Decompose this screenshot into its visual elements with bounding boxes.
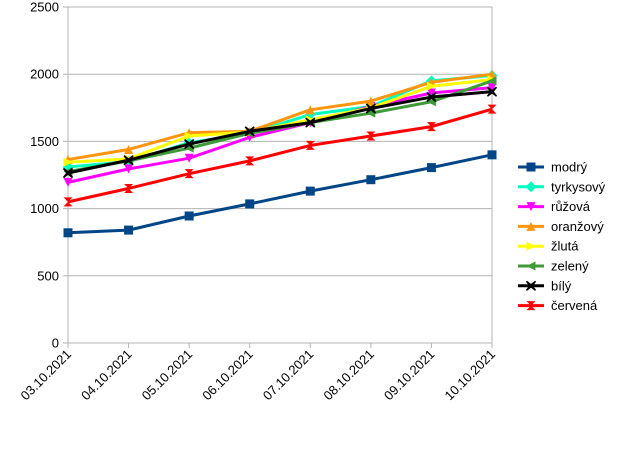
y-tick-label: 2500 — [30, 0, 59, 15]
data-point — [184, 153, 194, 163]
series-line — [67, 72, 493, 162]
legend: modrý tyrkysový růžová oranžový žlutá zelený b… — [518, 160, 606, 313]
data-point — [365, 103, 376, 114]
legend-item: růžová — [518, 199, 591, 214]
data-point — [305, 186, 315, 196]
data-point — [486, 86, 498, 97]
x-tick-label: 03.10.2021 — [17, 347, 74, 404]
series-8 — [63, 104, 497, 207]
legend-item: oranžový — [518, 219, 604, 234]
legend-marker — [526, 301, 536, 311]
data-point — [63, 177, 73, 187]
data-point — [123, 155, 134, 166]
series-line — [67, 107, 493, 204]
data-point — [63, 228, 73, 238]
series-group — [62, 69, 498, 238]
data-point — [124, 225, 134, 235]
data-point — [244, 126, 255, 137]
legend-marker — [525, 181, 537, 193]
data-point — [426, 88, 436, 98]
data-point — [124, 164, 134, 174]
legend-marker — [526, 241, 536, 251]
data-point — [487, 104, 497, 114]
data-point — [487, 76, 497, 86]
y-tick-label: 0 — [52, 336, 59, 351]
legend-item: bílý — [518, 278, 572, 293]
legend-marker — [525, 280, 537, 291]
data-point — [184, 131, 194, 141]
legend-label: červená — [551, 298, 598, 313]
legend-marker — [526, 221, 536, 231]
legend-label: tyrkysový — [551, 179, 606, 194]
data-point — [245, 156, 255, 166]
series-line — [67, 90, 493, 175]
x-tick-label: 06.10.2021 — [199, 347, 256, 404]
x-tick-label: 09.10.2021 — [381, 347, 438, 404]
x-tick-label: 10.10.2021 — [441, 347, 498, 404]
y-tick-label: 1000 — [30, 201, 59, 216]
data-point — [426, 81, 436, 91]
data-point — [487, 83, 497, 93]
y-tick-label: 1500 — [30, 134, 59, 149]
legend-marker — [526, 162, 536, 172]
data-point — [366, 131, 376, 141]
data-point — [62, 167, 74, 179]
legend-label: zelený — [551, 259, 589, 274]
data-point — [184, 211, 194, 221]
legend-marker — [526, 202, 536, 212]
x-tick-label: 04.10.2021 — [78, 347, 135, 404]
x-tick-label: 07.10.2021 — [260, 347, 317, 404]
legend-item: zelený — [518, 259, 589, 274]
series-line — [67, 86, 493, 184]
data-point — [366, 175, 376, 185]
legend-label: růžová — [551, 199, 591, 214]
data-point — [63, 197, 73, 207]
x-tick-label: 08.10.2021 — [320, 347, 377, 404]
data-point — [426, 163, 436, 173]
data-point — [305, 140, 315, 150]
data-point — [305, 117, 316, 128]
data-point — [245, 199, 255, 209]
series-7 — [62, 86, 498, 179]
axes — [63, 6, 493, 348]
y-tick-label: 2000 — [30, 67, 59, 82]
data-point — [63, 157, 73, 167]
legend-label: bílý — [551, 278, 572, 293]
legend-item: modrý — [518, 160, 588, 175]
y-tick-labels: 0 500 1000 1500 2000 2500 — [30, 0, 59, 351]
data-point — [124, 183, 134, 193]
legend-marker — [526, 261, 536, 271]
x-tick-label: 05.10.2021 — [139, 347, 196, 404]
series-4 — [63, 69, 497, 165]
data-point — [184, 169, 194, 179]
legend-label: modrý — [551, 160, 588, 175]
legend-item: červená — [518, 298, 598, 313]
series-1 — [63, 150, 497, 238]
data-point — [366, 96, 376, 106]
data-point — [487, 150, 497, 160]
data-point — [184, 138, 195, 150]
legend-item: tyrkysový — [518, 179, 606, 194]
data-point — [305, 105, 315, 115]
legend-label: žlutá — [551, 239, 579, 254]
legend-item: žlutá — [518, 239, 579, 254]
x-tick-labels: 03.10.2021 04.10.2021 05.10.2021 06.10.2021… — [17, 347, 498, 404]
data-point — [124, 144, 134, 154]
data-point — [426, 91, 437, 103]
series-line — [67, 153, 493, 235]
y-tick-label: 500 — [37, 268, 59, 283]
legend-label: oranžový — [551, 219, 604, 234]
data-point — [426, 122, 436, 132]
gridlines — [68, 6, 492, 344]
